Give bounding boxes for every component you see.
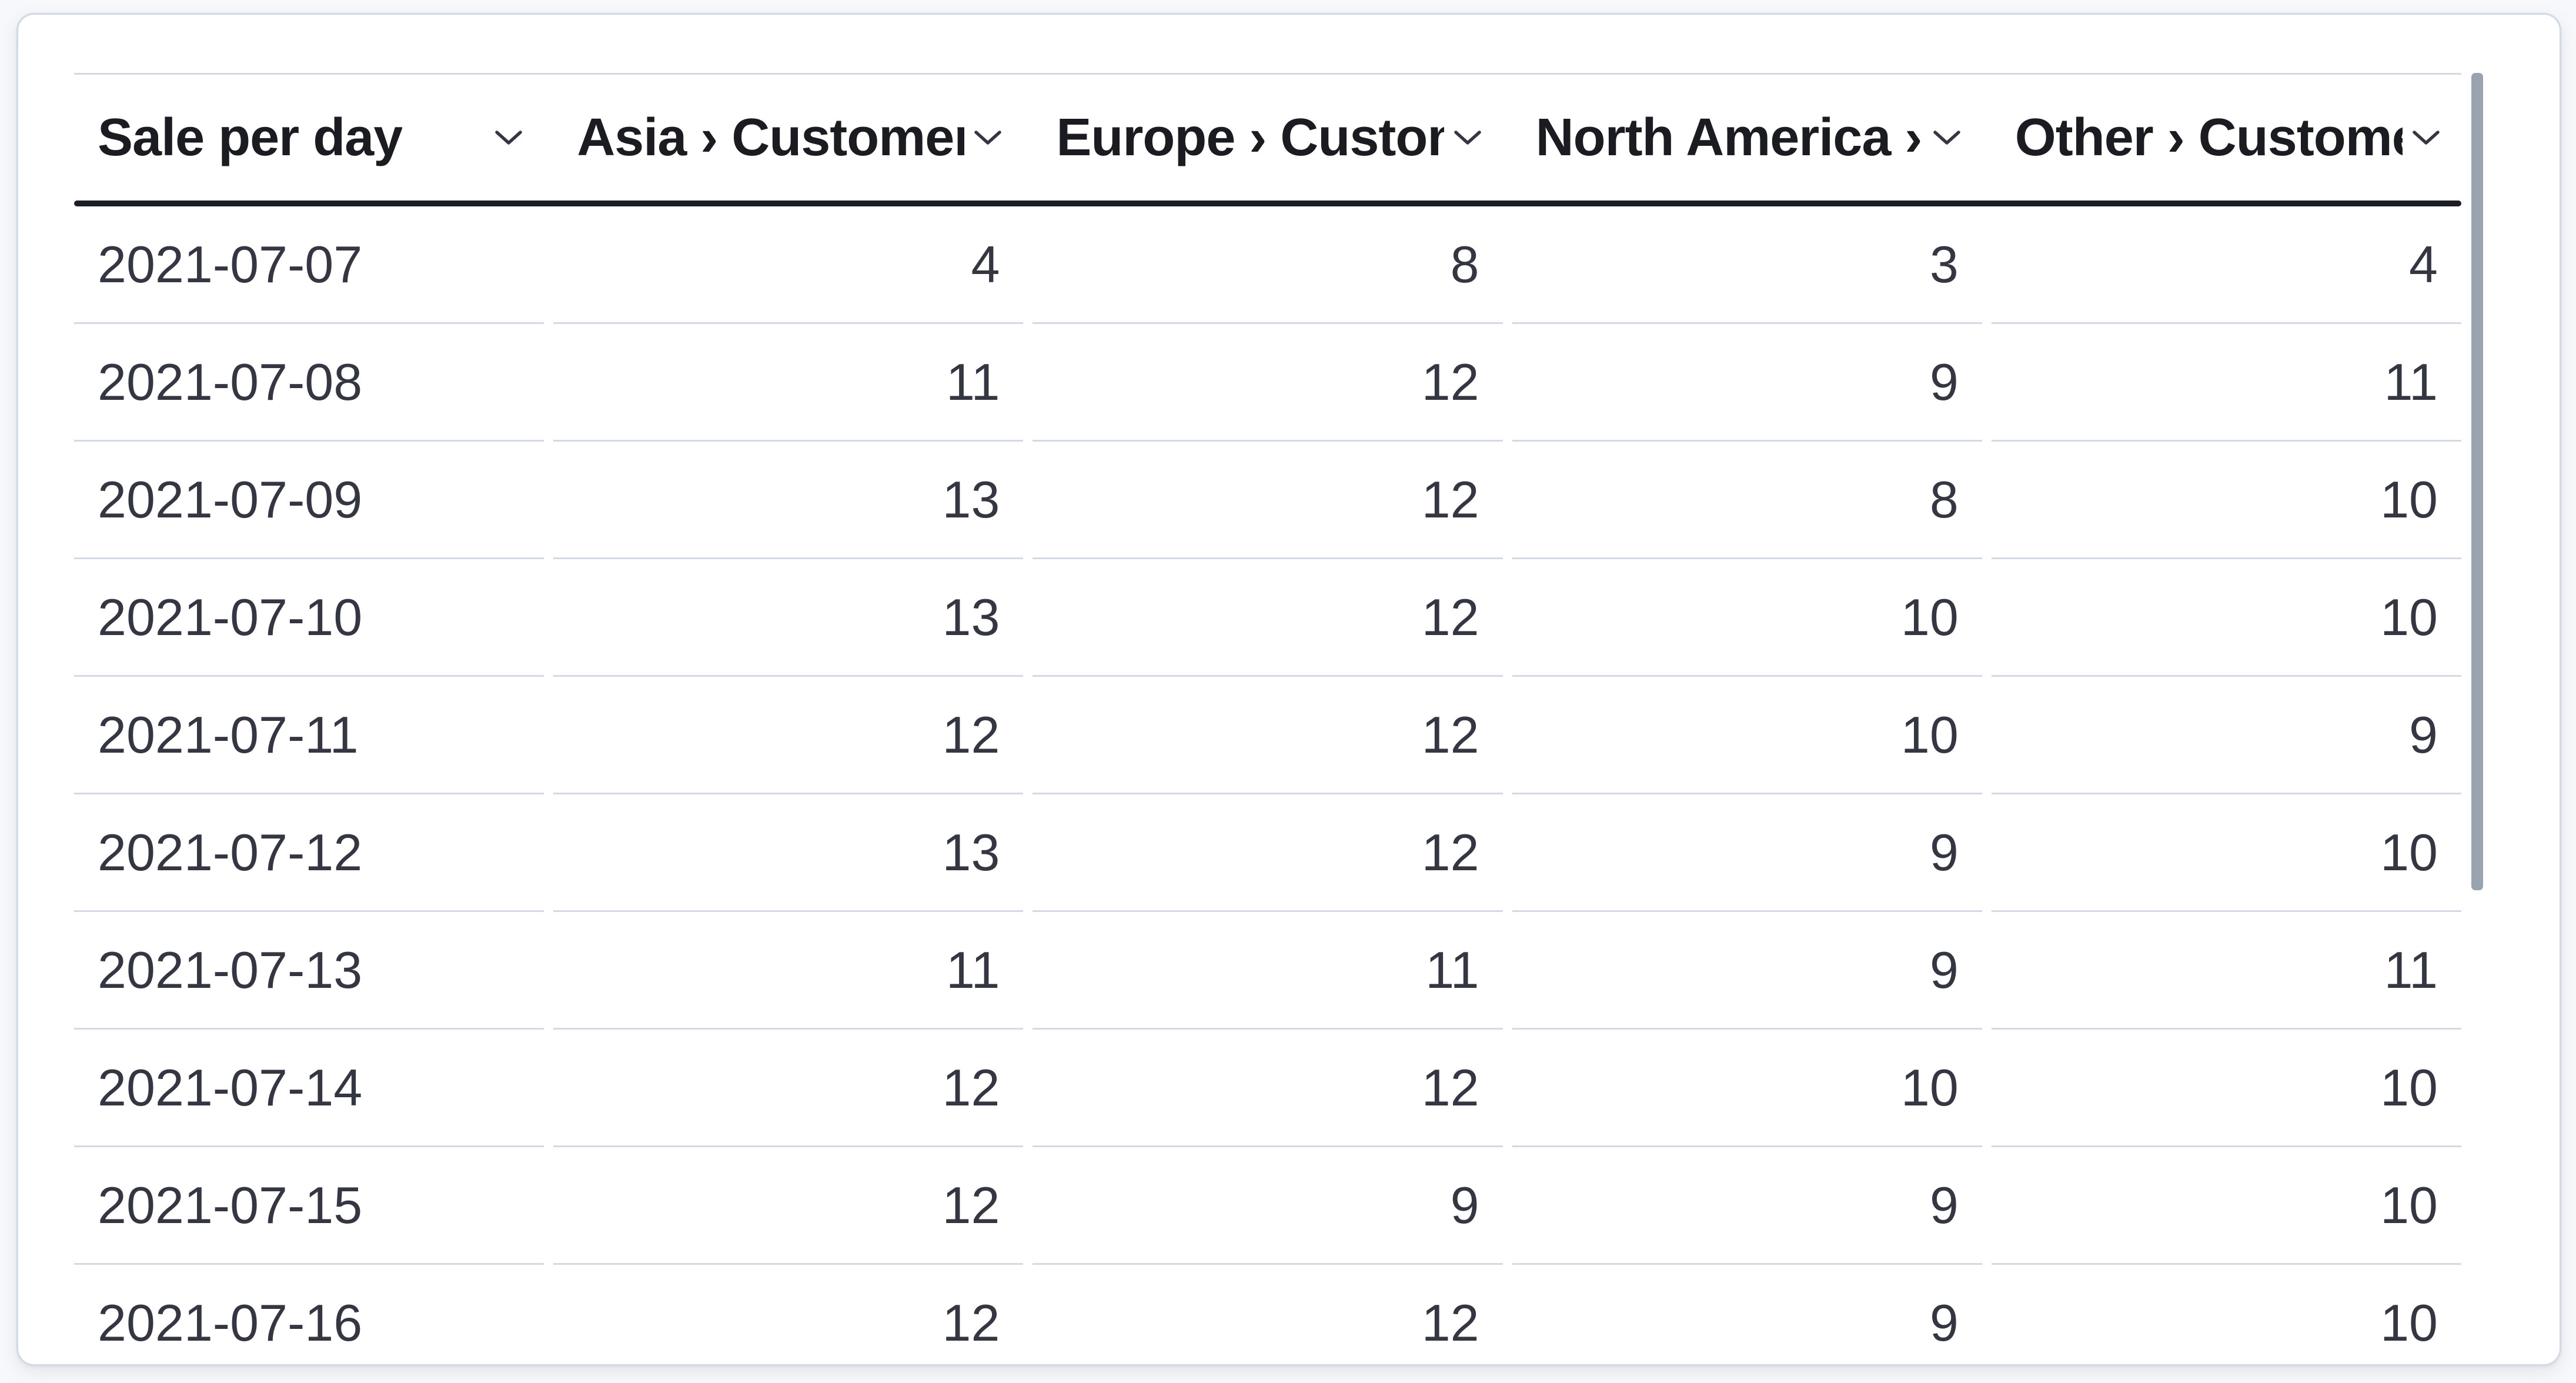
cell-europe: 12 — [1033, 559, 1503, 677]
cell-north-america: 10 — [1512, 677, 1982, 794]
cell-europe: 12 — [1033, 1030, 1503, 1147]
vertical-scrollbar-thumb[interactable] — [2471, 73, 2483, 890]
cell-asia: 12 — [553, 1147, 1024, 1265]
cell-europe: 11 — [1033, 912, 1503, 1030]
cell-date: 2021-07-11 — [74, 677, 544, 794]
cell-north-america: 9 — [1512, 1265, 1982, 1364]
column-header-label: North America › Customers — [1535, 108, 1923, 167]
chevron-down-icon — [974, 131, 1002, 145]
cell-other: 9 — [1991, 677, 2461, 794]
cell-europe: 12 — [1033, 794, 1503, 912]
cell-europe: 12 — [1033, 442, 1503, 559]
cell-date: 2021-07-10 — [74, 559, 544, 677]
cell-date: 2021-07-12 — [74, 794, 544, 912]
cell-date: 2021-07-14 — [74, 1030, 544, 1147]
table-header-row: Sale per day Asia › Customers Europe › C… — [74, 75, 2461, 201]
chevron-down-icon — [1933, 131, 1960, 145]
cell-asia: 12 — [553, 1265, 1023, 1364]
cell-other: 10 — [1991, 1030, 2461, 1147]
cell-north-america: 9 — [1512, 912, 1982, 1030]
cell-date: 2021-07-16 — [74, 1265, 544, 1364]
cell-other: 10 — [1991, 559, 2461, 677]
cell-date: 2021-07-08 — [74, 324, 544, 442]
cell-europe: 12 — [1033, 1265, 1502, 1364]
table-body: 2021-07-07 4 8 3 4 2021-07-08 11 12 9 11… — [74, 206, 2461, 1364]
cell-other: 10 — [1991, 1147, 2461, 1265]
column-header-label: Sale per day — [98, 108, 403, 167]
cell-north-america: 9 — [1512, 324, 1982, 442]
column-header-other-customers[interactable]: Other › Customers — [1992, 75, 2461, 201]
cell-asia: 12 — [553, 1030, 1024, 1147]
cell-europe: 12 — [1033, 324, 1503, 442]
cell-date: 2021-07-07 — [74, 206, 544, 324]
cell-europe: 8 — [1033, 206, 1503, 324]
cell-north-america: 3 — [1512, 206, 1982, 324]
cell-date: 2021-07-13 — [74, 912, 544, 1030]
cell-other: 4 — [1991, 206, 2461, 324]
cell-north-america: 10 — [1512, 1030, 1982, 1147]
cell-other: 10 — [1992, 1265, 2461, 1364]
cell-north-america: 9 — [1512, 1147, 1982, 1265]
column-header-label: Asia › Customers — [577, 108, 965, 167]
column-header-europe-customers[interactable]: Europe › Customers — [1033, 75, 1502, 201]
table-content: Sale per day Asia › Customers Europe › C… — [74, 73, 2461, 1364]
cell-north-america: 10 — [1512, 559, 1982, 677]
chevron-down-icon — [495, 131, 522, 145]
cell-europe: 12 — [1033, 677, 1503, 794]
cell-date: 2021-07-09 — [74, 442, 544, 559]
cell-asia: 11 — [553, 324, 1024, 442]
cell-date: 2021-07-15 — [74, 1147, 544, 1265]
column-header-label: Europe › Customers — [1056, 108, 1444, 167]
cell-other: 11 — [1991, 912, 2461, 1030]
cell-europe: 9 — [1033, 1147, 1503, 1265]
cell-asia: 12 — [553, 677, 1024, 794]
cell-asia: 13 — [553, 794, 1024, 912]
cell-asia: 4 — [553, 206, 1024, 324]
column-header-sale-per-day[interactable]: Sale per day — [74, 75, 544, 201]
column-header-north-america-customers[interactable]: North America › Customers — [1512, 75, 1982, 201]
cell-other: 10 — [1991, 794, 2461, 912]
chevron-down-icon — [2413, 131, 2440, 145]
column-header-label: Other › Customers — [2014, 108, 2403, 167]
cell-other: 11 — [1991, 324, 2461, 442]
cell-asia: 13 — [553, 559, 1024, 677]
cell-other: 10 — [1991, 442, 2461, 559]
chevron-down-icon — [1454, 131, 1481, 145]
cell-north-america: 9 — [1512, 794, 1982, 912]
cell-north-america: 8 — [1512, 442, 1982, 559]
cell-asia: 13 — [553, 442, 1024, 559]
table-card: Sale per day Asia › Customers Europe › C… — [16, 13, 2561, 1366]
table-top-divider — [74, 73, 2461, 75]
header-underline — [74, 201, 2461, 206]
cell-asia: 11 — [553, 912, 1024, 1030]
column-header-asia-customers[interactable]: Asia › Customers — [553, 75, 1023, 201]
